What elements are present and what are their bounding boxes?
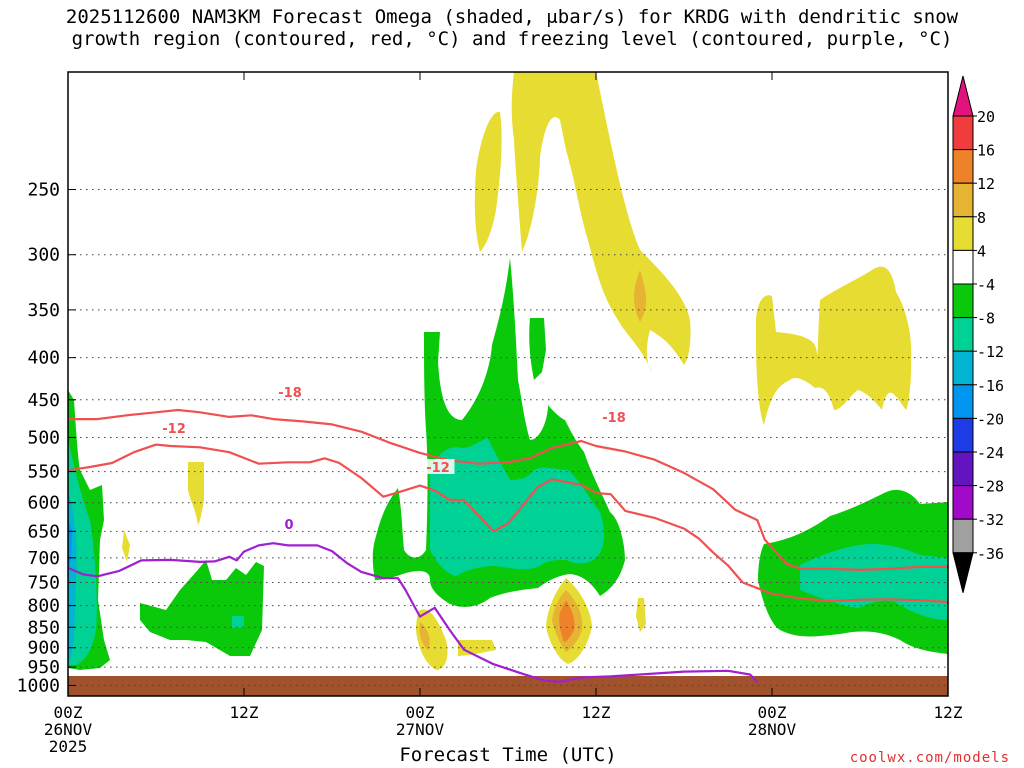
- colorbar-bin: [952, 216, 974, 251]
- colorbar-bin: [952, 182, 974, 218]
- colorbar-bin: [952, 149, 974, 184]
- contour-labels: -18 -12 -12 -18 0: [157, 384, 631, 533]
- contour-label: -12: [426, 461, 450, 476]
- x-tick-label: 26NOV: [44, 720, 93, 739]
- shade-yellow-lower1: [416, 609, 448, 670]
- y-tick-label: 700: [27, 548, 60, 569]
- omega-shading: [68, 72, 948, 670]
- shade-orange-upper: [634, 270, 647, 322]
- contour-lines: [68, 408, 948, 683]
- colorbar-bin: [952, 317, 974, 352]
- colorbar-label: -36: [977, 545, 1004, 563]
- y-axis: 2503003504004505005506006507007508008509…: [17, 180, 76, 696]
- chart-title-line1: 2025112600 NAM3KM Forecast Omega (shaded…: [65, 6, 959, 28]
- contour-label-bg: [157, 420, 191, 435]
- colorbar-bin: [952, 417, 974, 453]
- x-tick-label: 00Z: [406, 703, 435, 722]
- colorbar-bin: [952, 249, 974, 285]
- y-tick-label: 950: [27, 657, 60, 678]
- contour-label-bg: [273, 384, 307, 399]
- contour-line-0: [68, 408, 948, 571]
- contour-line-1: [68, 443, 744, 584]
- y-tick-label: 750: [27, 573, 60, 594]
- shade-green-upper-small: [529, 318, 546, 380]
- colorbar-bin: [952, 350, 974, 386]
- shade-yellow-right: [756, 266, 912, 425]
- colorbar-label: -8: [977, 310, 995, 328]
- colorbar-bin: [952, 451, 974, 487]
- contour-label: -18: [278, 386, 302, 401]
- shade-teal-tower: [430, 438, 605, 576]
- chart-title-line2: growth region (contoured, red, °C) and f…: [71, 28, 953, 50]
- x-tick-label: 28NOV: [748, 720, 797, 739]
- colorbar-bin: [952, 283, 974, 319]
- colorbar-label: 16: [977, 142, 995, 160]
- colorbar-label: -4: [977, 276, 995, 294]
- colorbar-bin: [952, 518, 974, 554]
- shade-orange-lower1: [419, 622, 430, 650]
- shade-yellow-small2: [122, 530, 130, 562]
- x-tick-label: 12Z: [934, 703, 963, 722]
- contour-label-bg: [421, 459, 455, 474]
- y-tick-label: 250: [27, 180, 60, 201]
- colorbar-label: -16: [977, 377, 1004, 395]
- x-tick-label: 12Z: [230, 703, 259, 722]
- contour-label-bg: [281, 516, 297, 531]
- colorbar-bottom-arrow: [952, 552, 974, 593]
- plot-frame: [67, 71, 949, 697]
- y-tick-label: 300: [27, 245, 60, 266]
- contour-label-bg: [597, 409, 631, 424]
- shade-darkorange-lower3: [559, 600, 575, 642]
- y-tick-label: 1000: [17, 675, 60, 696]
- colorbar: 20 16 12 8 4 -4 -8 -12 -16 -20 -24 -28 -32 -36: [952, 75, 1004, 593]
- horizontal-gridlines: [68, 189, 948, 686]
- x-axis-label-text: Forecast Time (UTC): [399, 744, 617, 766]
- colorbar-label: 12: [977, 175, 995, 193]
- colorbar-label: -24: [977, 444, 1004, 462]
- shade-green-lowleft: [140, 560, 264, 656]
- credit-link[interactable]: coolwx.com/models: [849, 750, 1010, 766]
- contour-label: -18: [602, 411, 626, 426]
- colorbar-label: 4: [977, 242, 986, 260]
- y-tick-label: 850: [27, 617, 60, 638]
- colorbar-bin: [952, 115, 974, 151]
- contour-line-2: [742, 581, 948, 604]
- shade-yellow-upper-left: [474, 111, 502, 253]
- colorbar-label: 8: [977, 209, 986, 227]
- contour-label: 0: [284, 518, 293, 533]
- shade-teal-lowleft: [232, 616, 244, 628]
- x-tick-label: 00Z: [758, 703, 787, 722]
- colorbar-label: 20: [977, 108, 995, 126]
- shade-teal-left: [68, 440, 97, 665]
- colorbar-bin: [952, 485, 974, 520]
- y-tick-label: 550: [27, 462, 60, 483]
- y-tick-label: 400: [27, 348, 60, 369]
- contour-line-3: [68, 542, 759, 683]
- colorbar-label: -28: [977, 478, 1004, 496]
- ground-terrain: [68, 676, 948, 696]
- y-tick-label: 650: [27, 521, 60, 542]
- x-axis-label: Forecast Time (UTC): [0, 744, 1024, 766]
- contour-label: -12: [162, 422, 186, 437]
- shade-yellow-small1: [188, 462, 204, 525]
- colorbar-label: -20: [977, 410, 1004, 428]
- y-tick-label: 900: [27, 638, 60, 659]
- y-tick-label: 500: [27, 427, 60, 448]
- y-tick-label: 800: [27, 596, 60, 617]
- colorbar-label: -32: [977, 511, 1004, 529]
- x-tick-label: 27NOV: [396, 720, 445, 739]
- y-tick-label: 600: [27, 493, 60, 514]
- shade-yellow-lower4: [636, 598, 646, 632]
- y-tick-label: 450: [27, 390, 60, 411]
- x-tick-label: 12Z: [582, 703, 611, 722]
- colorbar-bin: [952, 384, 974, 419]
- colorbar-top-arrow: [952, 75, 974, 117]
- colorbar-label: -12: [977, 343, 1004, 361]
- x-tick-label: 00Z: [54, 703, 83, 722]
- x-tick-label: 2025: [49, 737, 88, 756]
- y-tick-label: 350: [27, 300, 60, 321]
